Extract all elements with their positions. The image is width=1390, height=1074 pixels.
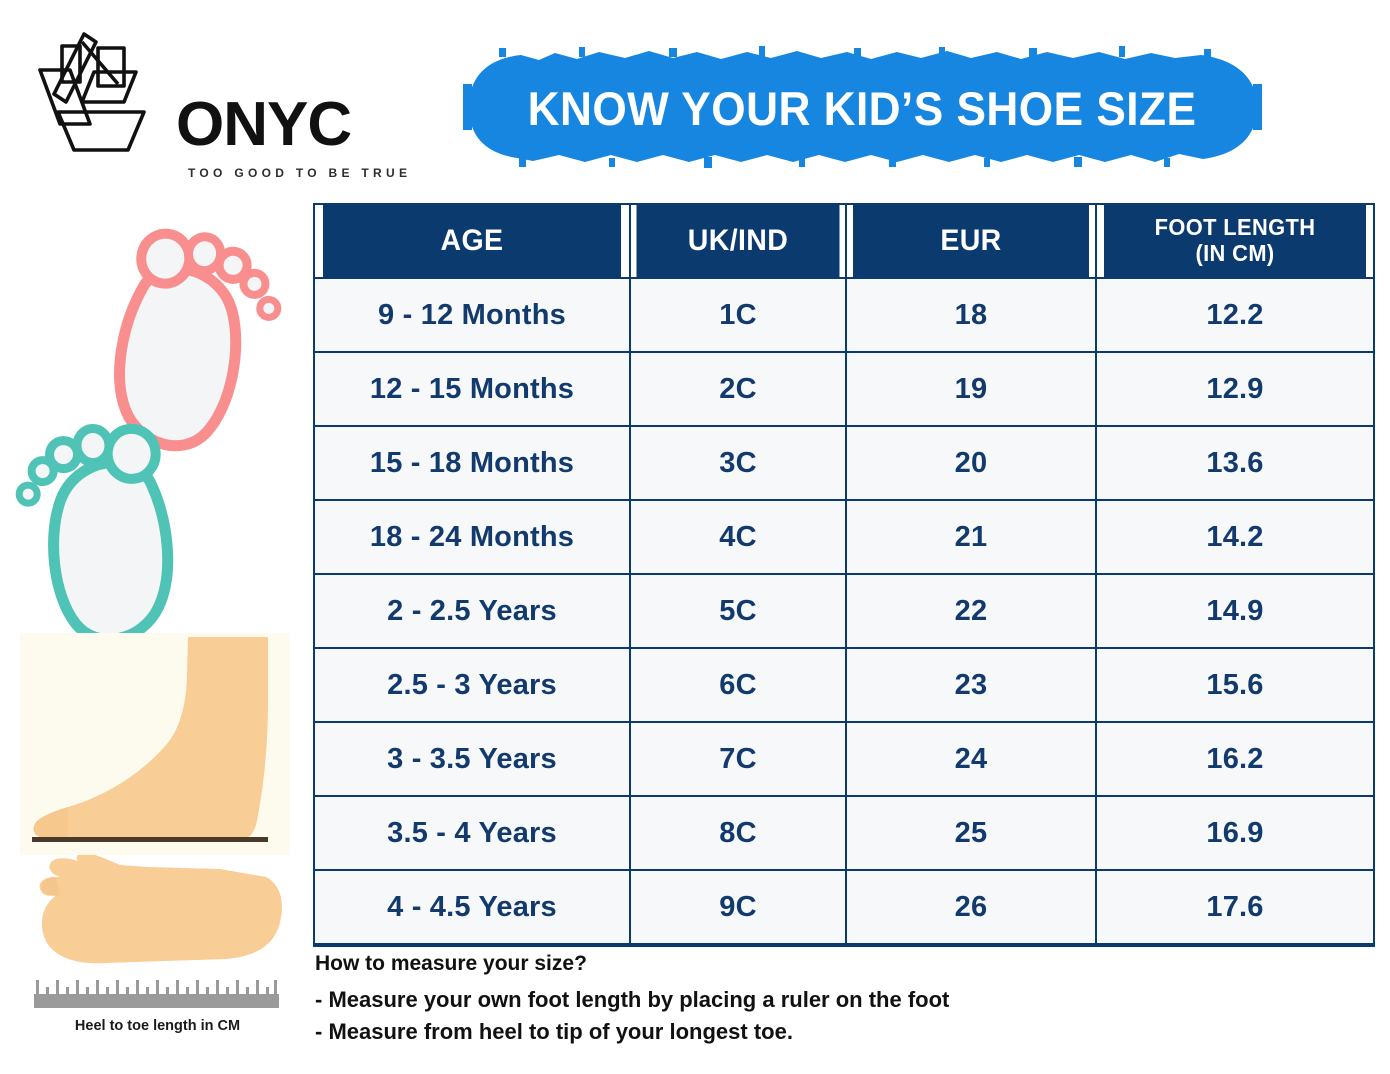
cell-age: 18 - 24 Months: [313, 499, 631, 575]
measurement-instructions: How to measure your size? - Measure your…: [315, 950, 1315, 1047]
cell-eur: 21: [845, 499, 1097, 575]
column-header-foot-length: FOOT LENGTH (IN CM): [1101, 203, 1369, 279]
cell-eur: 26: [845, 869, 1097, 947]
cell-age: 2 - 2.5 Years: [313, 573, 631, 649]
table-row: 3.5 - 4 Years 8C 25 16.9: [313, 795, 1375, 871]
cell-uk: 5C: [629, 573, 847, 649]
brand-name: ONYC: [176, 90, 352, 159]
cell-uk: 2C: [629, 351, 847, 427]
cell-uk: 9C: [629, 869, 847, 947]
cell-age: 3 - 3.5 Years: [313, 721, 631, 797]
cell-age: 4 - 4.5 Years: [313, 869, 631, 947]
cell-age: 3.5 - 4 Years: [313, 795, 631, 871]
cell-uk: 1C: [629, 277, 847, 353]
table-header: AGE UK/IND EUR FOOT LENGTH (IN CM): [314, 203, 1374, 279]
cell-eur: 19: [845, 351, 1097, 427]
column-header-eur: EUR: [851, 203, 1091, 279]
cell-age: 15 - 18 Months: [313, 425, 631, 501]
cell-eur: 20: [845, 425, 1097, 501]
top-view-foot-icon: [39, 855, 282, 964]
cell-length: 16.2: [1095, 721, 1375, 797]
table-header-row: AGE UK/IND EUR FOOT LENGTH (IN CM): [314, 203, 1374, 279]
table-row: 15 - 18 Months 3C 20 13.6: [313, 425, 1375, 501]
cell-eur: 18: [845, 277, 1097, 353]
brand-logo: ONYC TOO GOOD TO BE TRUE: [28, 28, 407, 180]
cell-eur: 24: [845, 721, 1097, 797]
table-row: 4 - 4.5 Years 9C 26 17.6: [313, 869, 1375, 947]
cell-uk: 8C: [629, 795, 847, 871]
table-body: 9 - 12 Months 1C 18 12.2 12 - 15 Months …: [313, 277, 1375, 947]
cell-uk: 7C: [629, 721, 847, 797]
ruler-caption: Heel to toe length in CM: [74, 1018, 241, 1034]
brand-tagline: TOO GOOD TO BE TRUE: [188, 166, 412, 180]
cell-length: 17.6: [1095, 869, 1375, 947]
cell-eur: 22: [845, 573, 1097, 649]
table-row: 18 - 24 Months 4C 21 14.2: [313, 499, 1375, 575]
cell-age: 2.5 - 3 Years: [313, 647, 631, 723]
cell-uk: 4C: [629, 499, 847, 575]
page-title-banner: KNOW YOUR KID’S SHOE SIZE: [459, 44, 1265, 170]
onyc-geometric-mark-icon: [38, 32, 146, 152]
cell-age: 12 - 15 Months: [313, 351, 631, 427]
table-row: 3 - 3.5 Years 7C 24 16.2: [313, 721, 1375, 797]
side-view-foot-panel: [20, 633, 290, 855]
cell-length: 14.2: [1095, 499, 1375, 575]
table-row: 12 - 15 Months 2C 19 12.9: [313, 351, 1375, 427]
cell-length: 16.9: [1095, 795, 1375, 871]
cell-uk: 3C: [629, 425, 847, 501]
cell-length: 15.6: [1095, 647, 1375, 723]
cell-age: 9 - 12 Months: [313, 277, 631, 353]
cell-uk: 6C: [629, 647, 847, 723]
brush-stroke-shape-icon: [463, 46, 1262, 168]
table-row: 9 - 12 Months 1C 18 12.2: [313, 277, 1375, 353]
cell-length: 14.9: [1095, 573, 1375, 649]
column-header-foot-length-line2: (IN CM): [1195, 240, 1275, 266]
cell-length: 12.9: [1095, 351, 1375, 427]
column-header-foot-length-line1: FOOT LENGTH: [1154, 214, 1316, 241]
cell-eur: 25: [845, 795, 1097, 871]
cell-length: 13.6: [1095, 425, 1375, 501]
side-view-foot-icon: [32, 637, 268, 842]
cell-length: 12.2: [1095, 277, 1375, 353]
shoe-size-table: AGE UK/IND EUR FOOT LENGTH (IN CM) 9 - 1…: [313, 203, 1375, 947]
baby-footprints-illustration: [15, 228, 282, 642]
column-header-uk-ind: UK/IND: [634, 203, 842, 279]
instruction-line-2: - Measure from heel to tip of your longe…: [315, 1018, 793, 1044]
ruler-icon: [34, 980, 279, 1008]
cell-eur: 23: [845, 647, 1097, 723]
table-row: 2.5 - 3 Years 6C 23 15.6: [313, 647, 1375, 723]
instruction-line-1: - Measure your own foot length by placin…: [315, 987, 950, 1013]
column-header-age: AGE: [320, 203, 624, 279]
page-title: KNOW YOUR KID’S SHOE SIZE: [527, 81, 1197, 135]
table-row: 2 - 2.5 Years 5C 22 14.9: [313, 573, 1375, 649]
instructions-title: How to measure your size?: [315, 952, 587, 975]
